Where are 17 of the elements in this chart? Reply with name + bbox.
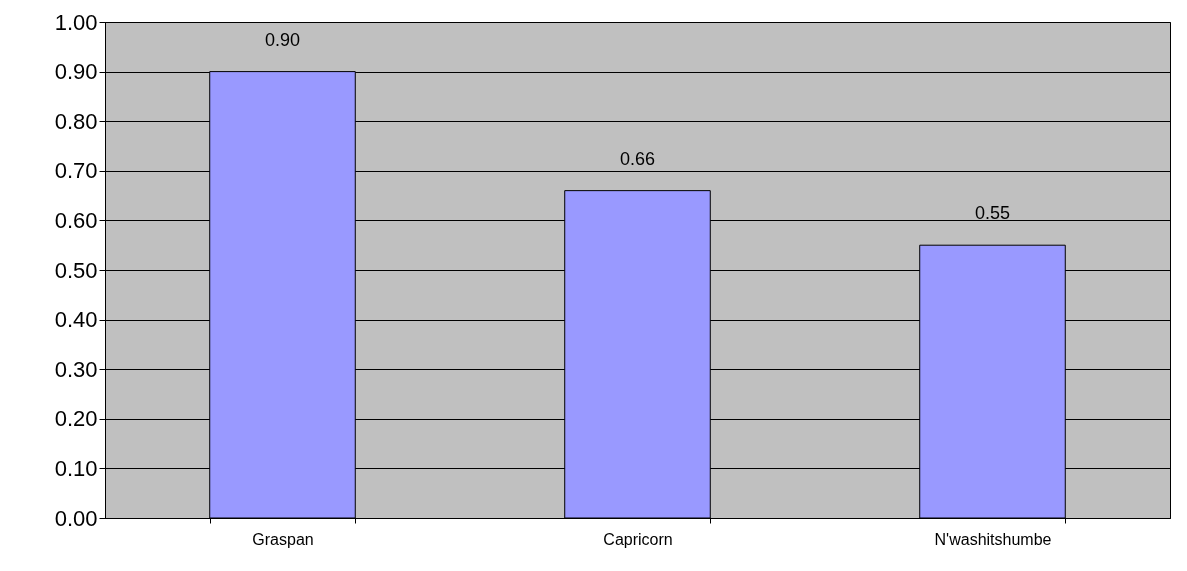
x-tick-label: Graspan	[252, 530, 314, 548]
y-tick-label: 0.20	[54, 406, 98, 432]
data-label: 0.90	[264, 29, 301, 50]
y-tick-label: 0.80	[54, 108, 98, 134]
y-tick-label: 0.70	[54, 158, 98, 184]
y-tick-label: 0.10	[54, 455, 98, 481]
y-tick-label: 0.40	[54, 307, 98, 333]
x-tick-label: Capricorn	[603, 530, 673, 548]
data-label: 0.55	[974, 203, 1011, 224]
y-tick-label: 0.60	[54, 207, 98, 233]
x-tick-label: N'washitshumbe	[934, 530, 1052, 548]
y-tick-label: 0.30	[54, 356, 98, 382]
y-tick-label: 0.50	[54, 257, 98, 283]
y-tick-label: 1.00	[54, 9, 98, 35]
y-tick-label: 0.90	[54, 59, 98, 85]
data-label: 0.66	[619, 148, 656, 169]
y-tick-label: 0.00	[54, 505, 98, 531]
